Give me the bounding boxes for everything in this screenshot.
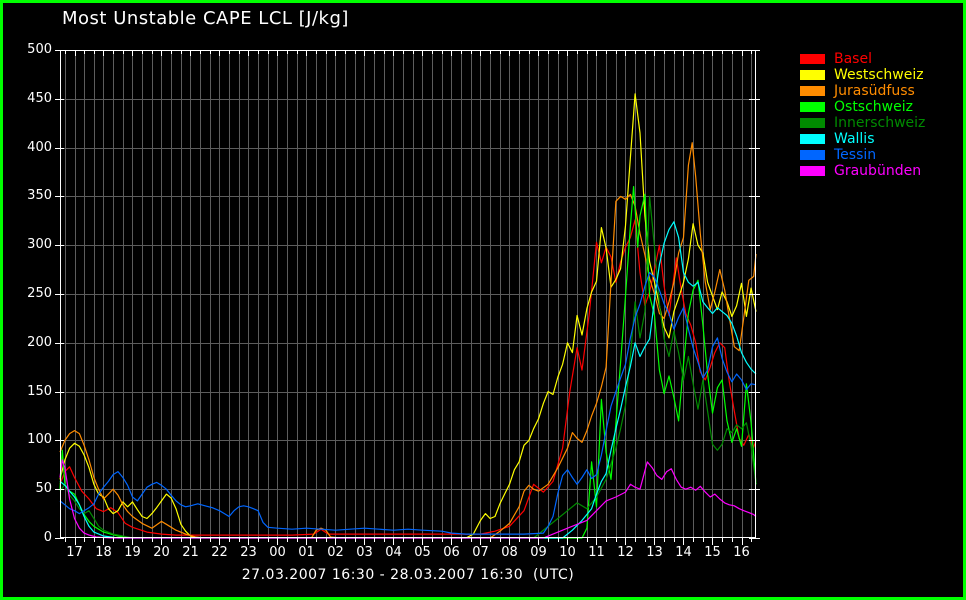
legend-label: Wallis (834, 131, 875, 147)
x-tick-label: 17 (66, 545, 83, 560)
series-line-ostschweiz (59, 186, 757, 539)
x-tick-label: 12 (617, 545, 634, 560)
legend-label: Innerschweiz (834, 115, 926, 131)
y-tick-label: 250 (27, 286, 52, 301)
chart-title: Most Unstable CAPE LCL [J/kg] (62, 8, 349, 29)
x-tick-label: 16 (733, 545, 750, 560)
x-tick-label: 01 (298, 545, 315, 560)
series-line-innerschweiz (59, 195, 757, 539)
y-tick-label: 350 (27, 188, 52, 204)
y-tick-label: 500 (27, 42, 52, 57)
legend-item-westschweiz: Westschweiz (800, 67, 925, 83)
x-axis-caption: 27.03.2007 16:30 - 28.03.2007 16:30 (UTC… (241, 567, 575, 583)
x-tick-label: 15 (704, 545, 721, 560)
legend-item-graub-nden: Graubünden (800, 163, 925, 179)
y-tick-label: 150 (27, 383, 52, 399)
legend-swatch-icon (800, 134, 825, 144)
legend-swatch-icon (800, 86, 825, 96)
legend-swatch-icon (800, 54, 825, 64)
legend-item-tessin: Tessin (800, 147, 925, 163)
x-tick-label: 11 (588, 545, 605, 560)
x-tick-label: 13 (646, 545, 663, 560)
x-tick-label: 14 (675, 545, 692, 560)
legend-item-innerschweiz: Innerschweiz (800, 115, 925, 131)
legend-item-juras-dfuss: Jurasüdfuss (800, 83, 925, 99)
x-tick-label: 00 (269, 545, 286, 560)
x-tick-label: 23 (240, 545, 257, 560)
x-tick-label: 07 (472, 545, 489, 560)
legend-swatch-icon (800, 166, 825, 176)
series-line-wallis (59, 221, 757, 539)
x-tick-label: 05 (414, 545, 431, 560)
x-tick-label: 22 (211, 545, 228, 560)
x-tick-label: 04 (385, 545, 402, 560)
y-tick-label: 0 (43, 530, 52, 545)
legend-label: Basel (834, 51, 872, 67)
legend-item-basel: Basel (800, 51, 925, 67)
y-tick-label: 400 (27, 139, 52, 155)
legend-item-wallis: Wallis (800, 131, 925, 147)
x-tick-label: 02 (327, 545, 344, 560)
series-line-juras-dfuss (59, 142, 757, 539)
x-tick-label: 21 (182, 545, 199, 560)
y-tick-label: 300 (27, 237, 52, 253)
legend-swatch-icon (800, 118, 825, 128)
x-tick-label: 18 (95, 545, 112, 560)
y-tick-label: 450 (27, 90, 52, 106)
series-line-westschweiz (59, 93, 757, 539)
x-tick-label: 20 (153, 545, 170, 560)
legend: Basel Westschweiz Jurasüdfuss Ostschweiz Inn… (800, 51, 925, 179)
x-tick-label: 09 (530, 545, 547, 560)
x-tick-label: 10 (559, 545, 576, 560)
series-line-graub-nden (59, 459, 757, 539)
chart-canvas (55, 50, 760, 545)
x-tick-label: 03 (356, 545, 373, 560)
legend-label: Westschweiz (834, 67, 924, 83)
plot-area (55, 50, 760, 545)
legend-swatch-icon (800, 102, 825, 112)
legend-label: Ostschweiz (834, 99, 913, 115)
y-tick-label: 50 (35, 481, 52, 497)
legend-swatch-icon (800, 150, 825, 160)
series-line-tessin (59, 271, 757, 535)
legend-label: Graubünden (834, 163, 922, 179)
legend-swatch-icon (800, 70, 825, 80)
legend-label: Jurasüdfuss (834, 83, 915, 99)
x-tick-label: 08 (501, 545, 518, 560)
y-tick-label: 200 (27, 334, 52, 350)
x-tick-label: 19 (124, 545, 141, 560)
legend-label: Tessin (834, 147, 877, 163)
legend-item-ostschweiz: Ostschweiz (800, 99, 925, 115)
y-tick-label: 100 (27, 432, 52, 448)
x-tick-label: 06 (443, 545, 460, 560)
